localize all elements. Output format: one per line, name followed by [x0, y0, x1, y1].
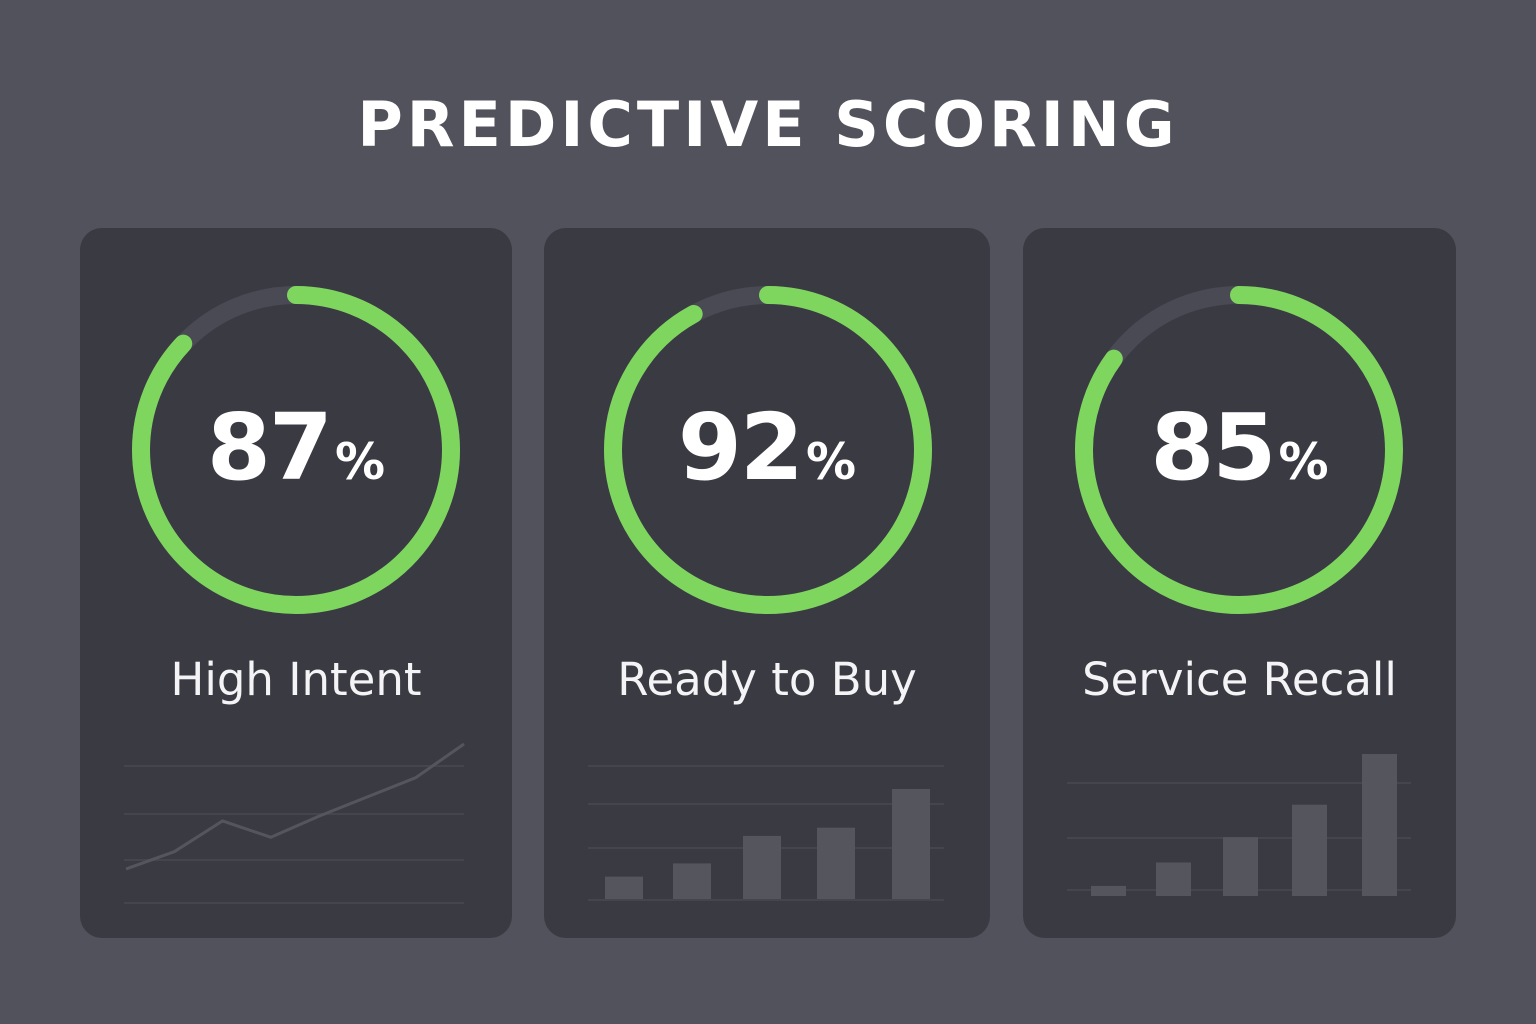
mini-bar	[743, 835, 781, 899]
mini-bar	[1156, 862, 1191, 896]
sparkline-grid	[124, 765, 464, 904]
mini-bar	[1292, 804, 1327, 896]
card-label: High Intent	[170, 653, 422, 706]
mini-bar	[605, 876, 643, 899]
mini-bar-chart	[605, 789, 930, 899]
mini-bar	[673, 863, 711, 899]
mini-bar-chart	[1091, 754, 1397, 896]
card-graphics	[588, 286, 944, 901]
progress-ring-fill	[604, 286, 932, 614]
trend-sparkline	[125, 742, 465, 871]
mini-bar	[1091, 885, 1126, 896]
card-graphics	[1067, 286, 1411, 896]
mini-bar	[1223, 837, 1258, 896]
score-card-service-recall[interactable]: 85% Service Recall	[1023, 228, 1456, 938]
score-unit: %	[805, 433, 857, 491]
mini-bar	[817, 827, 855, 899]
score-unit: %	[334, 433, 386, 491]
mini-bar	[1362, 754, 1397, 896]
score-value: 92	[677, 394, 804, 501]
card-label: Service Recall	[1082, 653, 1397, 706]
sparkline-path	[125, 742, 465, 871]
score-card-high-intent[interactable]: 87% High Intent	[80, 228, 512, 938]
progress-ring-fill	[132, 286, 460, 614]
score-display: 92%	[544, 398, 990, 524]
score-card-ready-to-buy[interactable]: 92% Ready to Buy	[544, 228, 990, 938]
score-value: 87	[206, 394, 333, 501]
card-graphics	[124, 286, 465, 904]
page-title: PREDICTIVE SCORING	[357, 88, 1179, 161]
card-label: Ready to Buy	[617, 653, 917, 706]
score-display: 87%	[80, 398, 512, 524]
progress-ring-fill	[1075, 286, 1403, 614]
mini-bar	[892, 789, 930, 899]
score-unit: %	[1278, 433, 1329, 491]
score-value: 85	[1150, 394, 1276, 501]
score-display: 85%	[1023, 398, 1456, 524]
